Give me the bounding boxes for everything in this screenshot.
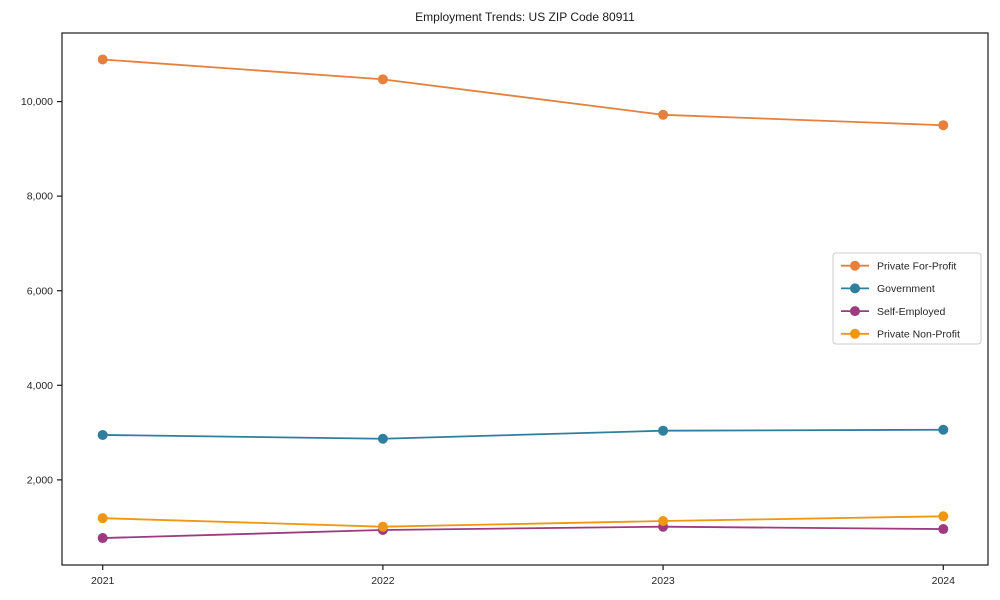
plot-frame	[61, 32, 989, 566]
series-group	[97, 54, 949, 544]
data-point	[97, 429, 108, 440]
legend-marker	[850, 328, 860, 339]
chart-title: Employment Trends: US ZIP Code 80911	[415, 10, 635, 24]
x-tick-label: 2021	[91, 575, 115, 587]
legend-label: Self-Employed	[877, 306, 945, 318]
x-tick-label: 2024	[932, 575, 956, 587]
y-axis: 2,000 4,000 6,000 8,000 10,000	[21, 96, 62, 486]
data-point	[377, 433, 388, 444]
series-line	[101, 428, 945, 440]
x-tick-label: 2022	[371, 575, 395, 587]
data-point	[658, 516, 669, 527]
data-point	[377, 74, 388, 85]
y-tick-label: 2,000	[27, 474, 53, 486]
y-tick-label: 4,000	[27, 380, 53, 392]
legend-marker	[850, 306, 860, 317]
legend-marker	[850, 283, 860, 294]
series-line	[101, 515, 945, 528]
data-point	[97, 533, 108, 544]
y-tick-label: 6,000	[27, 285, 53, 297]
legend-label: Private Non-Profit	[877, 329, 960, 341]
legend-label: Government	[877, 283, 935, 295]
data-point	[938, 120, 949, 131]
series-line	[101, 58, 945, 127]
x-tick-label: 2023	[651, 575, 675, 587]
x-axis: 2021 2022 2023 2024	[91, 565, 955, 587]
data-point	[938, 511, 949, 522]
legend: Private For-Profit Government Self-Employe…	[832, 252, 982, 345]
data-point	[377, 521, 388, 532]
legend-box	[832, 252, 982, 345]
data-point	[97, 54, 108, 65]
data-point	[938, 524, 949, 535]
plot-border	[61, 32, 989, 566]
data-point	[658, 109, 669, 120]
legend-marker	[850, 260, 860, 271]
legend-label: Private For-Profit	[877, 260, 956, 272]
data-point	[658, 425, 669, 436]
data-point	[97, 513, 108, 524]
y-tick-label: 10,000	[21, 96, 53, 108]
data-point	[938, 424, 949, 435]
series-line	[101, 525, 945, 539]
y-tick-label: 8,000	[27, 191, 53, 203]
